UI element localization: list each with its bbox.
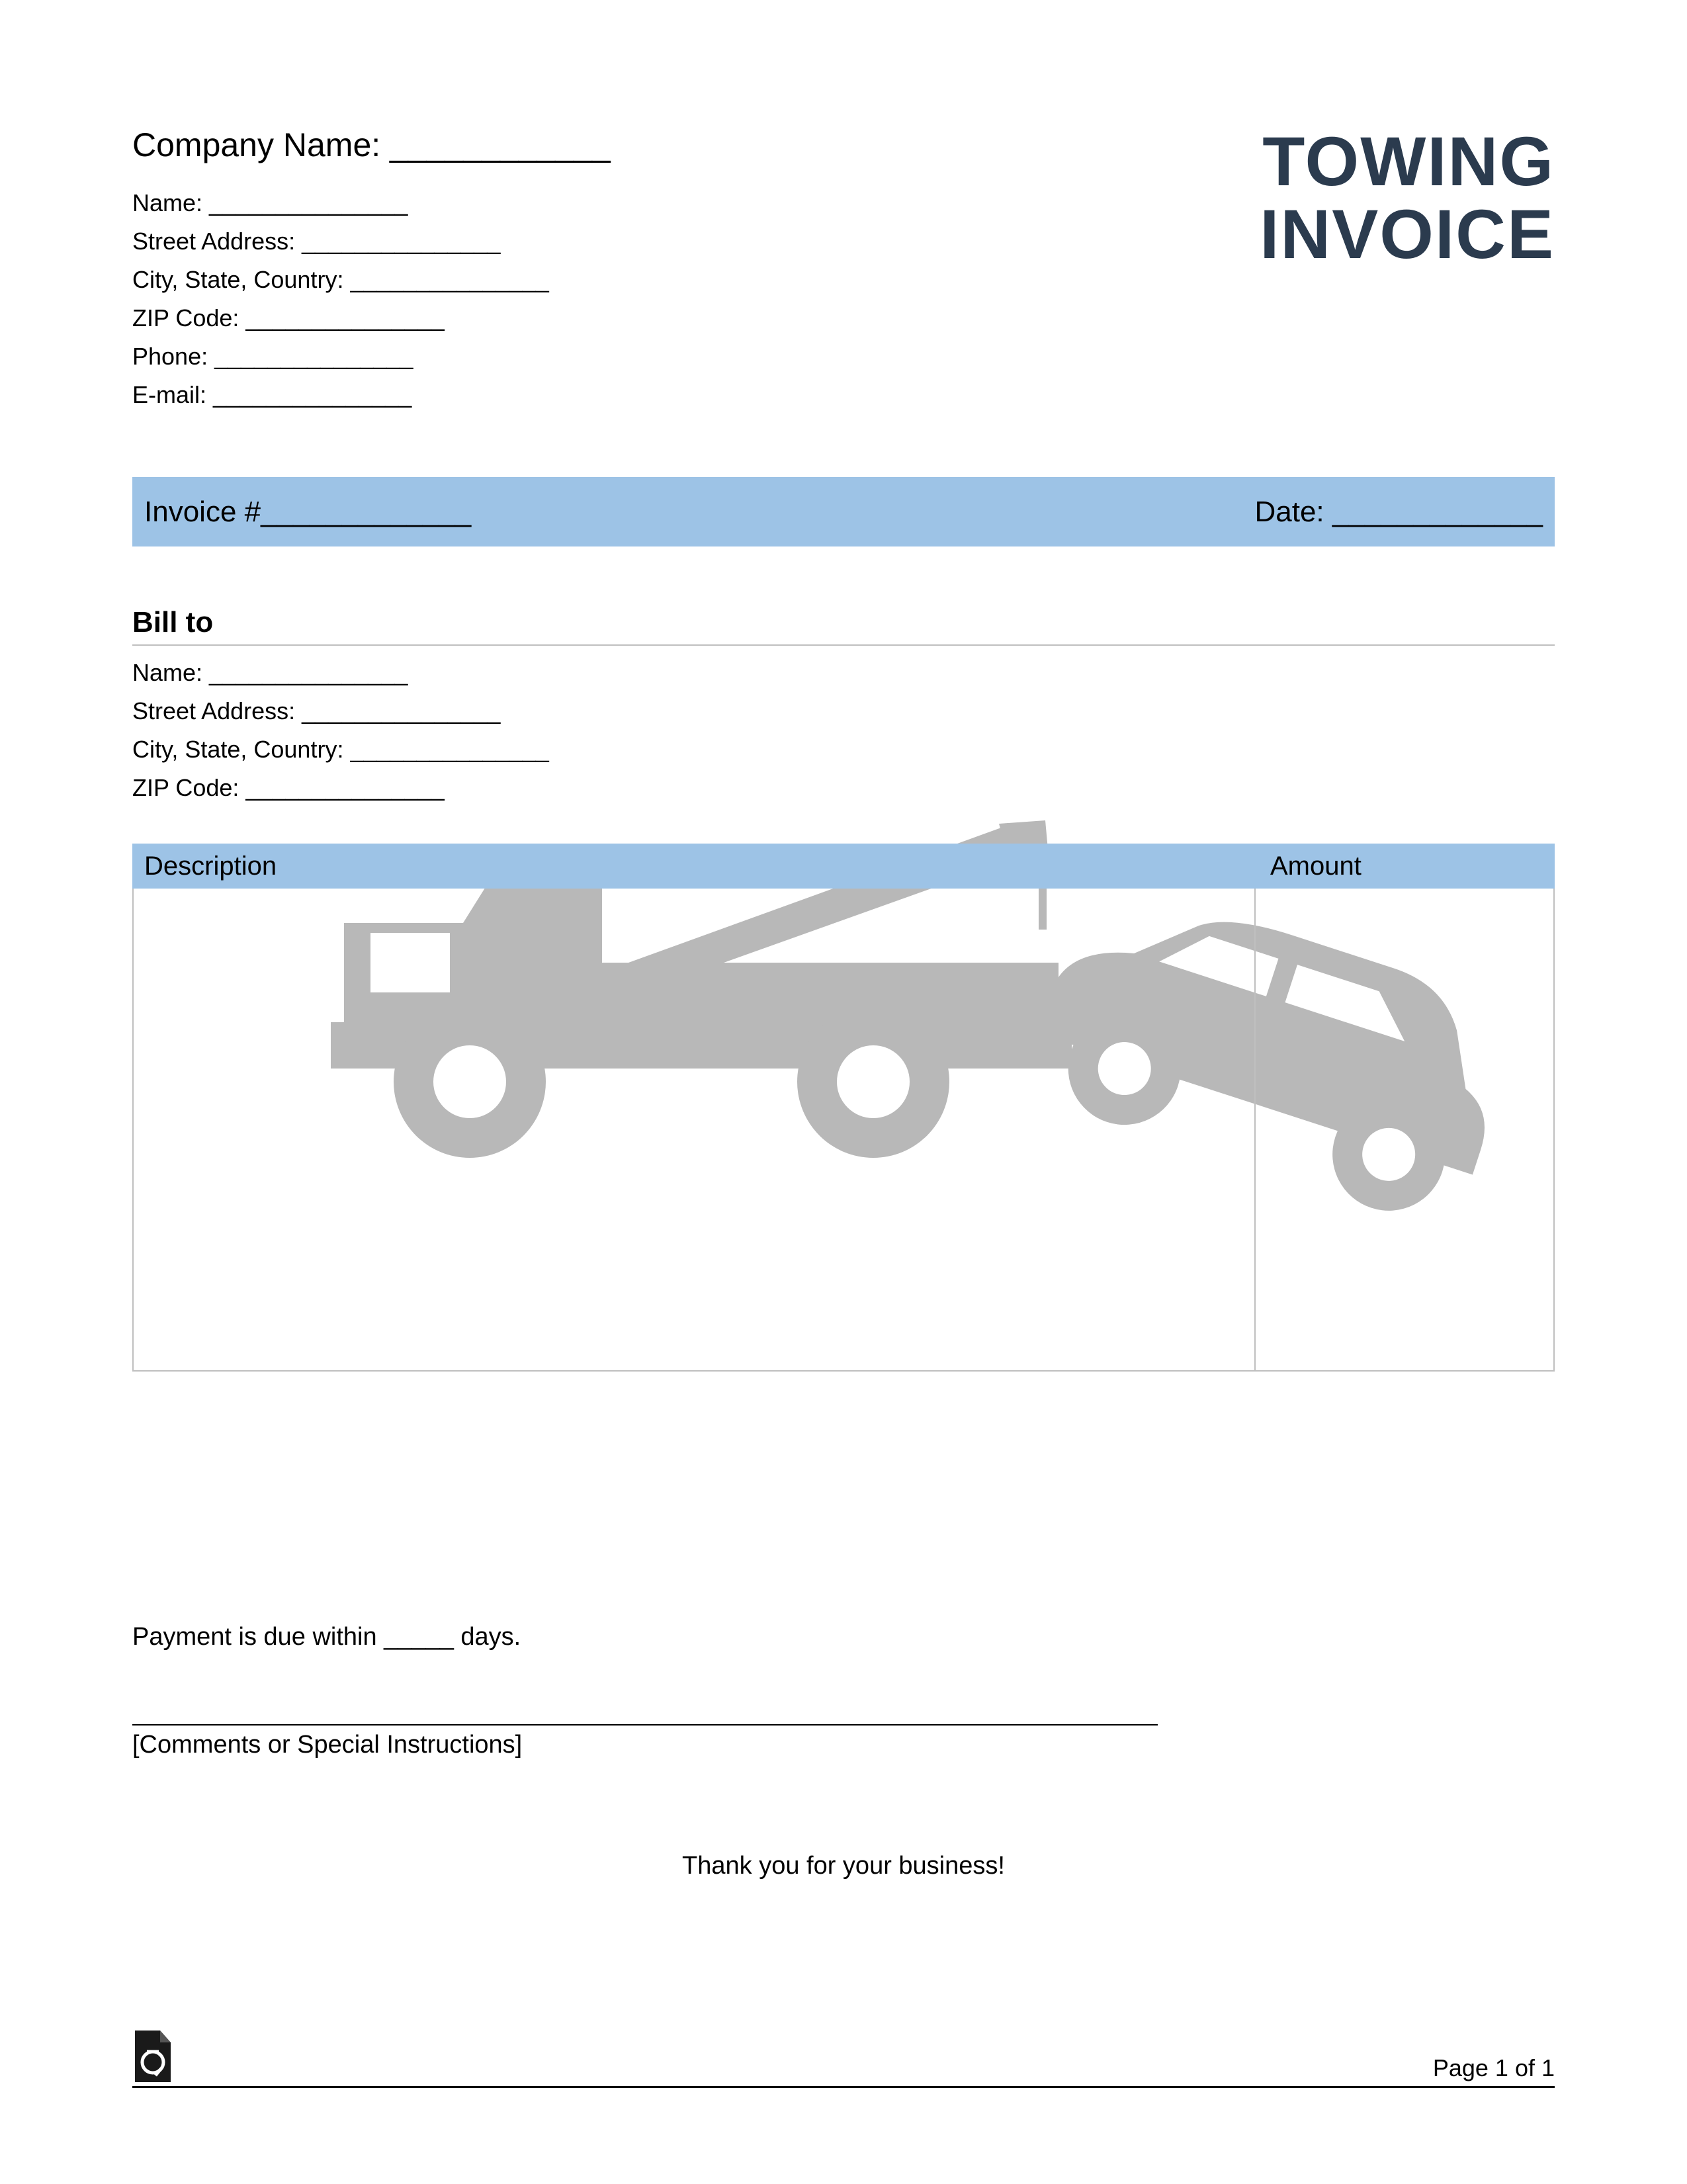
invoice-date-field[interactable]: Date: _____________ (1254, 496, 1543, 529)
zip-field[interactable]: ZIP Code: _______________ (132, 299, 1260, 337)
comments-field[interactable]: [Comments or Special Instructions] (132, 1724, 1158, 1759)
name-field[interactable]: Name: _______________ (132, 184, 1260, 222)
header-row: Company Name: ____________ Name: _______… (132, 126, 1555, 414)
document-icon (132, 2031, 173, 2082)
phone-field[interactable]: Phone: _______________ (132, 337, 1260, 376)
line-items-table: Description Amount (132, 844, 1555, 1372)
page-footer: Page 1 of 1 (132, 2031, 1555, 2088)
billto-section: Bill to Name: _______________ Street Add… (132, 606, 1555, 807)
invoice-number-field[interactable]: Invoice #_____________ (144, 496, 471, 529)
company-block: Company Name: ____________ Name: _______… (132, 126, 1260, 414)
table-body (132, 889, 1555, 1372)
page-number: Page 1 of 1 (1433, 2054, 1555, 2082)
billto-city-field[interactable]: City, State, Country: _______________ (132, 730, 1555, 769)
invoice-page: Company Name: ____________ Name: _______… (132, 126, 1555, 1880)
title-line2: INVOICE (1260, 198, 1555, 271)
billto-street-field[interactable]: Street Address: _______________ (132, 692, 1555, 730)
invoice-bar: Invoice #_____________ Date: ___________… (132, 477, 1555, 546)
col-amount-header: Amount (1257, 852, 1555, 881)
invoice-title: TOWING INVOICE (1260, 126, 1555, 272)
city-field[interactable]: City, State, Country: _______________ (132, 261, 1260, 299)
company-name-field[interactable]: Company Name: ____________ (132, 126, 1260, 164)
street-field[interactable]: Street Address: _______________ (132, 222, 1260, 261)
billto-heading: Bill to (132, 606, 1555, 646)
description-cell[interactable] (134, 889, 1256, 1370)
amount-cell[interactable] (1256, 889, 1553, 1370)
table-header: Description Amount (132, 844, 1555, 889)
col-description-header: Description (132, 852, 1257, 881)
payment-terms[interactable]: Payment is due within _____ days. (132, 1623, 1555, 1651)
title-line1: TOWING (1260, 126, 1555, 198)
thankyou-text: Thank you for your business! (132, 1852, 1555, 1880)
email-field[interactable]: E-mail: _______________ (132, 376, 1260, 414)
billto-name-field[interactable]: Name: _______________ (132, 654, 1555, 692)
